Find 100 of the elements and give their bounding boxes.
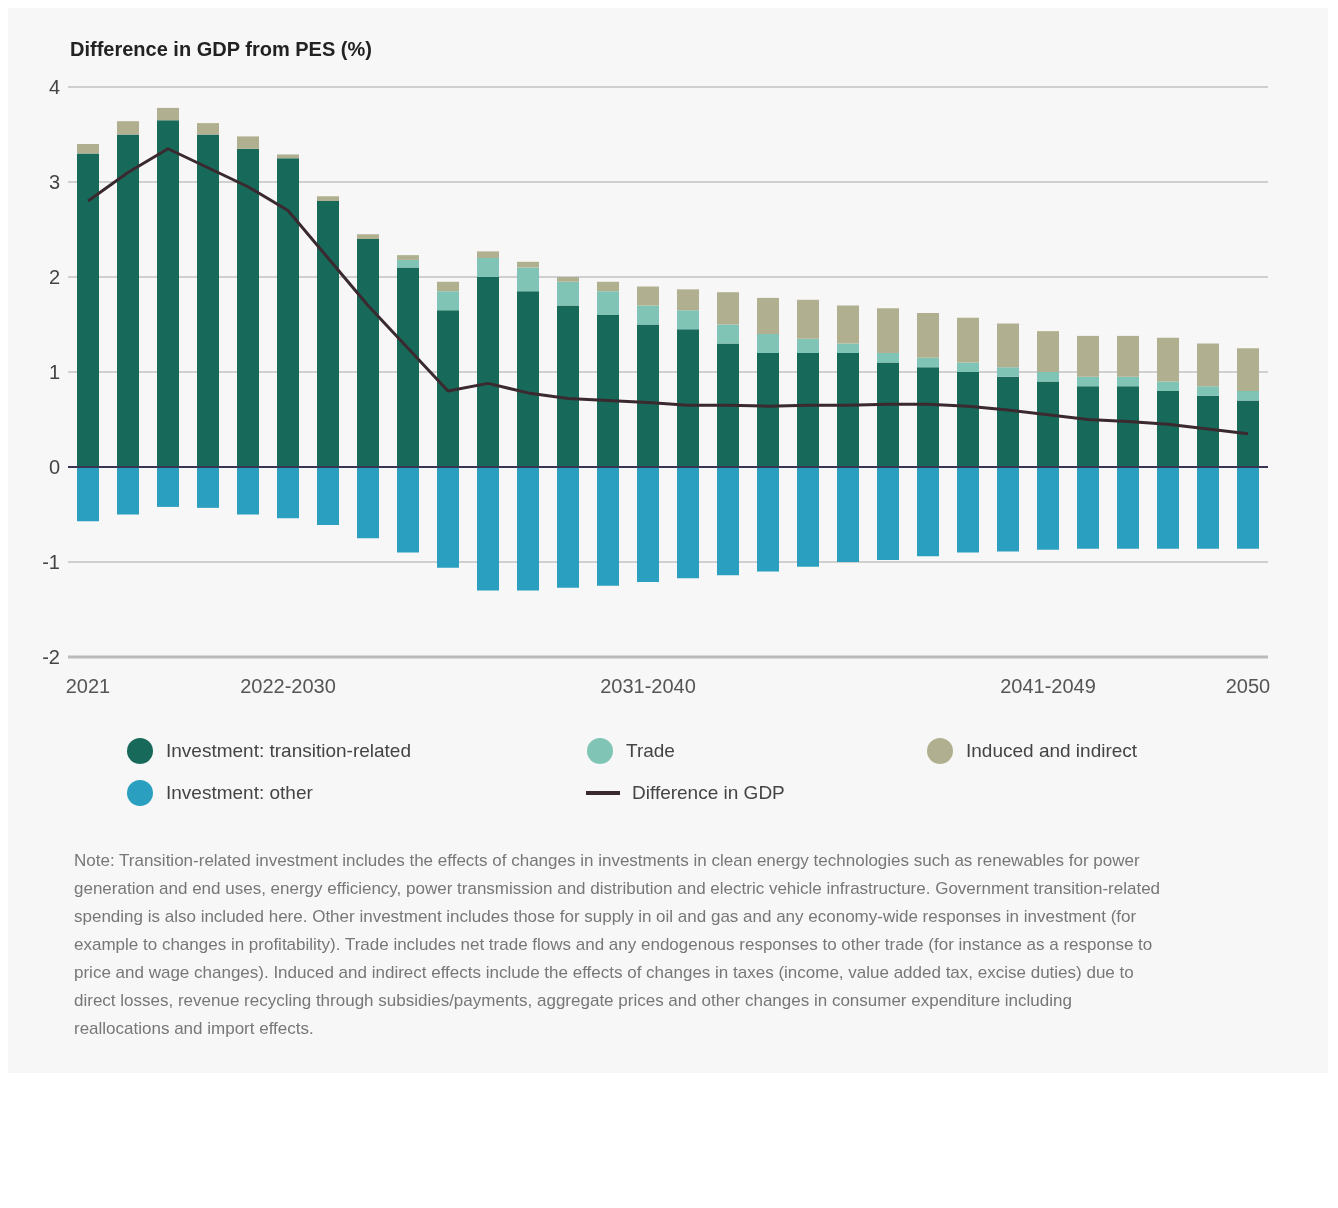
bar (277, 467, 299, 519)
bar (637, 324, 659, 467)
bar (677, 467, 699, 579)
bar (877, 353, 899, 363)
legend-label: Induced and indirect (966, 740, 1138, 762)
bar (917, 357, 939, 368)
y-tick-label: 0 (48, 456, 60, 479)
bar (1037, 381, 1059, 467)
bar (957, 372, 979, 467)
bar (797, 299, 819, 339)
bar (517, 467, 539, 591)
bar (157, 107, 179, 121)
bar (677, 310, 699, 330)
bar (597, 315, 619, 467)
bar (317, 201, 339, 467)
bar (1077, 376, 1099, 387)
bar (237, 148, 259, 467)
bar (157, 120, 179, 467)
bar (1197, 467, 1219, 549)
bar (877, 308, 899, 353)
bar (357, 239, 379, 467)
bar (477, 251, 499, 258)
bar (397, 255, 419, 260)
bar (437, 467, 459, 568)
bar (397, 267, 419, 467)
bar (1037, 467, 1059, 550)
bar (757, 297, 779, 334)
bar (1157, 337, 1179, 382)
bar (1157, 391, 1179, 467)
bar (517, 261, 539, 268)
bar (237, 467, 259, 515)
bar (717, 324, 739, 344)
bar (717, 343, 739, 467)
bar (1077, 386, 1099, 467)
bar (317, 467, 339, 525)
bar (557, 305, 579, 467)
bar (957, 317, 979, 363)
bar (997, 367, 1019, 377)
bar (597, 281, 619, 292)
x-tick-label: 2041-2049 (1000, 675, 1096, 698)
y-tick-label: 2 (48, 266, 60, 289)
bar (877, 362, 899, 467)
bar (197, 123, 219, 135)
bar (1197, 386, 1219, 396)
bar (957, 362, 979, 372)
bar (237, 136, 259, 149)
bar (437, 291, 459, 311)
bar (597, 467, 619, 586)
bar (837, 305, 859, 344)
bar (517, 291, 539, 467)
bar (1237, 391, 1259, 401)
bar (517, 267, 539, 292)
bar (557, 467, 579, 588)
bar (557, 277, 579, 282)
bar (717, 292, 739, 325)
y-tick-label: 1 (48, 361, 60, 384)
bar (917, 313, 939, 358)
x-tick-label: 2031-2040 (600, 675, 696, 698)
legend-label: Difference in GDP (632, 782, 785, 804)
bar (1037, 331, 1059, 372)
bar (477, 277, 499, 467)
bar (1157, 467, 1179, 549)
bar (597, 291, 619, 315)
bar (397, 259, 419, 268)
bar (77, 153, 99, 467)
bar (157, 467, 179, 507)
bar (1117, 467, 1139, 549)
bar (77, 144, 99, 154)
bar (1237, 467, 1259, 549)
bar (197, 467, 219, 508)
bar (1197, 395, 1219, 467)
x-tick-label: 2021 (65, 675, 111, 698)
bar (637, 286, 659, 306)
y-tick-label: -1 (42, 551, 60, 574)
bar (477, 467, 499, 591)
bar (197, 134, 219, 467)
bar (1237, 400, 1259, 467)
bar (957, 467, 979, 553)
bar (997, 323, 1019, 368)
bar (1117, 386, 1139, 467)
bar (77, 467, 99, 522)
bar (837, 467, 859, 562)
legend-label: Trade (626, 740, 675, 762)
bar (117, 121, 139, 135)
bar (477, 258, 499, 277)
bar (397, 467, 419, 553)
bar (1157, 381, 1179, 391)
bar (877, 467, 899, 561)
bar (437, 310, 459, 467)
legend-label: Investment: transition-related (166, 740, 412, 762)
bar (677, 329, 699, 467)
bar (797, 338, 819, 353)
bar (557, 281, 579, 306)
y-tick-label: 4 (48, 76, 60, 99)
bar (117, 134, 139, 467)
bar (357, 467, 379, 539)
bar (837, 353, 859, 467)
bar (277, 158, 299, 467)
bar (757, 334, 779, 353)
bar (437, 281, 459, 292)
